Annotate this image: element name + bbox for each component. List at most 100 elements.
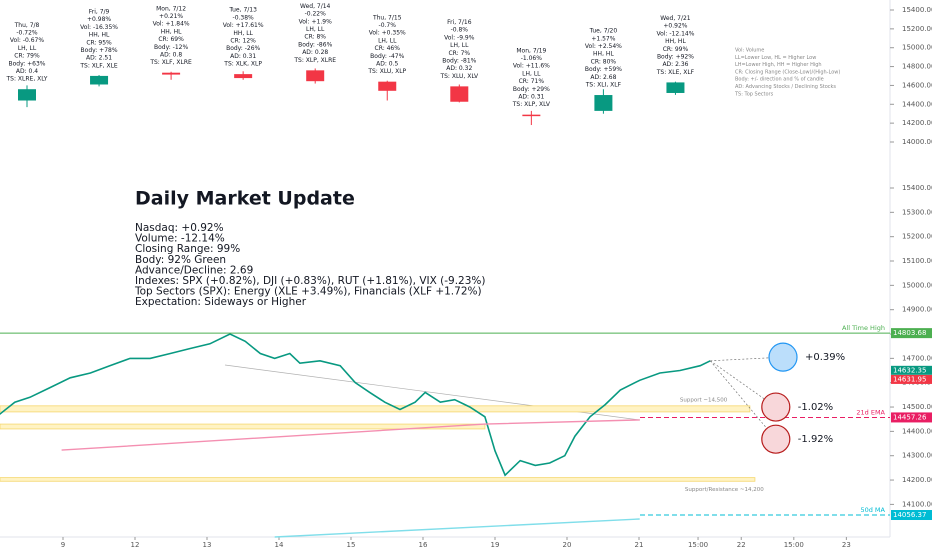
candle-annotation: AD: 0.8 [160, 52, 182, 59]
candle-annotation: +0.98% [87, 16, 111, 23]
update-line: Top Sectors (SPX): Energy (XLE +3.49%), … [134, 286, 482, 298]
moving-average-line [274, 518, 640, 538]
candle-annotation: Tue, 7/13 [228, 7, 257, 14]
level-price: 14803.68 [893, 329, 926, 337]
candle-annotation: Body: +59% [585, 66, 622, 73]
candle-annotation: CR: 99% [663, 46, 689, 53]
update-line: Expectation: Sideways or Higher [135, 296, 307, 308]
level-price-box [891, 412, 932, 423]
x-tick-label: 15:00 [688, 541, 708, 549]
update-line: Volume: -12.14% [135, 233, 225, 245]
candle-annotation: LH, LL [378, 37, 397, 44]
candle-annotation: CR: 80% [591, 58, 617, 65]
candle-annotation: Vol: -12.14% [656, 30, 694, 37]
level-label: All Time High [842, 324, 885, 332]
candle-annotation: Vol: +1.84% [153, 21, 190, 28]
candle-body [234, 74, 253, 79]
candle-annotation: CR: 79% [14, 53, 40, 60]
candle-annotation: AD: 2.68 [590, 74, 616, 81]
y-tick-label: 14500.00 [902, 403, 932, 411]
legend-note: Body: +/- direction and % of candle [735, 77, 824, 83]
legend-note: CR: Closing Range (Close-Low)/(High-Low) [735, 69, 840, 75]
candle-annotation: AD: 2.36 [662, 61, 688, 68]
candle-body [522, 114, 541, 117]
candle-annotation: Vol: +2.54% [585, 43, 622, 50]
last-price: 14632.35 [893, 366, 926, 374]
candle-annotation: TS: XLRE, XLY [6, 76, 48, 83]
candle-annotation: -0.8% [451, 27, 469, 34]
x-tick-label: 15 [347, 541, 356, 549]
y-tick-label: 15400.00 [902, 6, 932, 14]
candle-annotation: Body: +78% [81, 47, 118, 54]
candle-annotation: Body: -47% [370, 53, 404, 60]
projection-target [761, 424, 791, 454]
candle-annotation: Thu, 7/8 [14, 22, 40, 29]
update-line: Indexes: SPX (+0.82%), DJI (+0.83%), RUT… [135, 275, 485, 287]
candle-annotation: Tue, 7/20 [589, 28, 618, 35]
x-tick-label: 12 [131, 541, 140, 549]
level-price-box [891, 328, 932, 339]
x-tick-label: 14 [275, 541, 284, 549]
candle-annotation: +0.21% [159, 13, 183, 20]
candle-annotation: LH, LL [18, 45, 37, 52]
legend-note: LH=Lower High, HH = Higher High [735, 62, 822, 68]
candle-annotation: AD: 0.31 [518, 93, 544, 100]
candle-annotation: Wed, 7/21 [660, 15, 691, 22]
candle-body [666, 82, 685, 93]
candle-annotation: CR: 95% [86, 39, 112, 46]
moving-average-line [61, 419, 640, 451]
zone-label: Support/Resistance ~14,200 [685, 487, 764, 493]
candle-annotation: TS: XLU, XLP [367, 68, 406, 75]
candle-annotation: Vol: +11.6% [513, 63, 550, 70]
candle-annotation: Vol: +1.9% [299, 18, 332, 25]
x-tick-label: 23 [842, 541, 851, 549]
update-title: Daily Market Update [135, 188, 355, 210]
candle-annotation: -0.38% [233, 14, 255, 21]
y-tick-label: 15000.00 [902, 44, 932, 52]
y-tick-label: 14800.00 [902, 63, 932, 71]
y-tick-label: 14300.00 [902, 452, 932, 460]
y-tick-label: 15300.00 [902, 208, 932, 216]
candle-annotation: TS: XLF, XLRE [149, 59, 192, 66]
x-tick-label: 22 [737, 541, 746, 549]
y-tick-label: 14400.00 [902, 100, 932, 108]
candle-body [378, 81, 397, 91]
legend-note: Vol: Volume [735, 48, 764, 54]
support-zone [0, 405, 751, 413]
projection-path [710, 360, 777, 408]
y-tick-label: 14200.00 [902, 119, 932, 127]
candle-annotation: AD: 2.51 [86, 55, 112, 62]
candle-annotation: HH, HL [665, 38, 686, 45]
candle-annotation: Body: -12% [154, 44, 188, 51]
y-tick-label: 14700.00 [902, 354, 932, 362]
candle-annotation: AD: 0.31 [230, 53, 256, 60]
candle-annotation: AD: 0.32 [446, 65, 472, 72]
support-zone [0, 477, 756, 482]
candle-annotation: Mon, 7/12 [156, 5, 186, 12]
x-tick-label: 16 [419, 541, 428, 549]
candle-annotation: TS: XLF, XLE [79, 62, 118, 69]
candle-body [450, 86, 469, 102]
legend-note: AD: Advancing Stocks / Declining Stocks [735, 84, 836, 90]
candle-annotation: LH, LL [522, 70, 541, 77]
candle-annotation: Vol: +17.61% [223, 22, 264, 29]
projection-label: +0.39% [805, 352, 845, 363]
candle-annotation: -0.22% [305, 11, 327, 18]
last-price: 14631.95 [893, 375, 926, 383]
candle-annotation: TS: XLU, XLV [439, 73, 479, 80]
projection-target [761, 392, 791, 422]
candle-body [306, 70, 325, 82]
projection-label: -1.02% [798, 402, 833, 413]
candle-annotation: Body: -26% [226, 45, 260, 52]
candle-annotation: Body: +92% [657, 54, 694, 61]
x-tick-label: 13 [203, 541, 212, 549]
legend-note: TS: Top Sectors [734, 91, 774, 97]
y-tick-label: 14200.00 [902, 476, 932, 484]
update-line: Closing Range: 99% [135, 243, 240, 255]
x-tick-label: 21 [635, 541, 644, 549]
candle-annotation: HH, HL [593, 51, 614, 58]
candle-body [18, 89, 36, 101]
candle-annotation: HH, HL [89, 32, 110, 39]
candle-annotation: HH, HL [161, 28, 182, 35]
